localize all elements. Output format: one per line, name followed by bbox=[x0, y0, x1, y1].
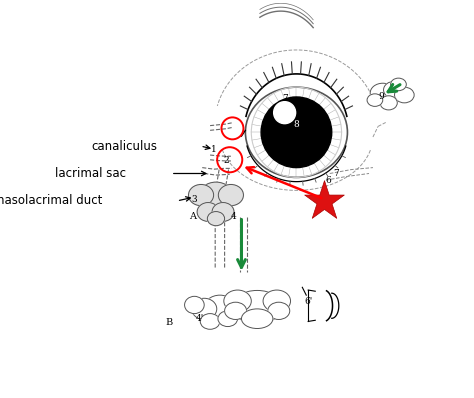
Ellipse shape bbox=[189, 185, 214, 206]
Ellipse shape bbox=[263, 290, 291, 312]
Ellipse shape bbox=[212, 203, 234, 221]
Text: 7: 7 bbox=[333, 169, 338, 178]
Ellipse shape bbox=[370, 83, 395, 103]
Ellipse shape bbox=[224, 290, 251, 312]
Text: 4: 4 bbox=[231, 212, 237, 221]
Ellipse shape bbox=[391, 78, 406, 91]
Ellipse shape bbox=[232, 291, 283, 324]
Text: A: A bbox=[189, 212, 196, 221]
Ellipse shape bbox=[218, 311, 237, 326]
Ellipse shape bbox=[184, 297, 204, 314]
Text: lacrimal sac: lacrimal sac bbox=[55, 167, 126, 180]
Text: B: B bbox=[165, 318, 173, 327]
Ellipse shape bbox=[380, 96, 397, 110]
Ellipse shape bbox=[203, 295, 237, 323]
Text: 7: 7 bbox=[282, 94, 288, 103]
Point bbox=[320, 198, 328, 204]
Text: 6: 6 bbox=[325, 176, 331, 185]
Ellipse shape bbox=[198, 182, 234, 212]
Circle shape bbox=[273, 101, 296, 124]
Text: 8: 8 bbox=[293, 120, 299, 129]
Text: canaliculus: canaliculus bbox=[91, 140, 157, 152]
Text: 1: 1 bbox=[211, 145, 217, 154]
Ellipse shape bbox=[225, 302, 246, 320]
Text: 9: 9 bbox=[378, 92, 383, 101]
Ellipse shape bbox=[207, 212, 225, 226]
Ellipse shape bbox=[241, 309, 273, 328]
Ellipse shape bbox=[246, 87, 347, 178]
Ellipse shape bbox=[383, 81, 406, 99]
Ellipse shape bbox=[268, 302, 290, 320]
Ellipse shape bbox=[219, 185, 244, 206]
Ellipse shape bbox=[394, 87, 414, 103]
Ellipse shape bbox=[367, 94, 383, 106]
Text: 3: 3 bbox=[191, 195, 197, 204]
Ellipse shape bbox=[191, 298, 217, 320]
Ellipse shape bbox=[197, 203, 219, 221]
Circle shape bbox=[261, 97, 332, 168]
Ellipse shape bbox=[201, 314, 220, 329]
Text: nasolacrimal duct: nasolacrimal duct bbox=[0, 195, 102, 207]
Text: 6': 6' bbox=[304, 297, 312, 306]
Text: 2: 2 bbox=[223, 156, 228, 165]
Text: 4': 4' bbox=[196, 314, 204, 323]
